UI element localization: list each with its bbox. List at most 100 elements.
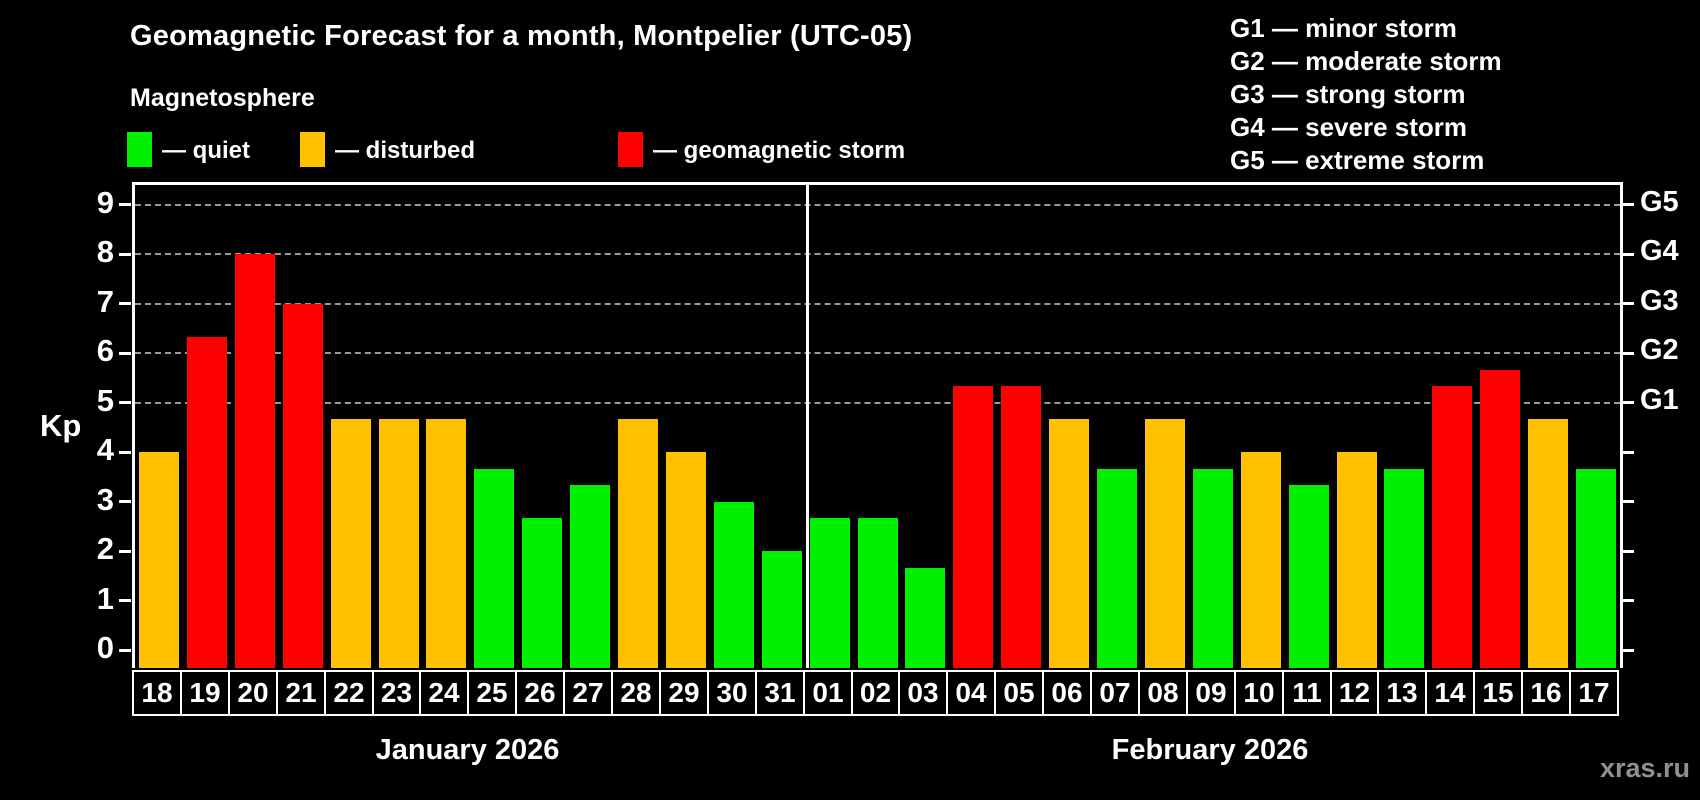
day-label-feb-11: 11 [1282, 670, 1332, 716]
day-label-jan-23: 23 [372, 670, 421, 716]
left-tick-kp-0 [119, 648, 131, 652]
bar-feb-02 [858, 518, 898, 668]
right-tick-kp-7 [1622, 302, 1634, 306]
bar-feb-13 [1384, 468, 1424, 668]
bar-jan-23 [379, 419, 419, 668]
legend-label-quiet: — quiet [162, 137, 250, 164]
legend-label-storm: — geomagnetic storm [653, 137, 906, 164]
right-tick-kp-8 [1622, 252, 1634, 256]
day-label-feb-04: 04 [946, 670, 996, 716]
day-label-feb-03: 03 [898, 670, 948, 716]
bar-jan-24 [426, 419, 466, 668]
day-label-feb-14: 14 [1425, 670, 1475, 716]
day-label-jan-27: 27 [563, 670, 613, 716]
left-tick-kp-3 [119, 500, 131, 504]
month-label-january: January 2026 [375, 734, 560, 766]
y-tick-label-6: 6 [96, 333, 114, 369]
right-tick-kp-1 [1622, 599, 1634, 603]
bar-feb-17 [1576, 468, 1616, 668]
bar-feb-14 [1432, 386, 1472, 668]
left-tick-kp-2 [119, 549, 131, 553]
day-label-jan-21: 21 [276, 670, 326, 716]
bar-jan-26 [522, 518, 562, 668]
y-tick-label-0: 0 [96, 630, 114, 666]
g-level-label-G3: G3 [1640, 284, 1679, 317]
y-tick-label-5: 5 [96, 382, 114, 418]
day-label-jan-20: 20 [228, 670, 278, 716]
right-tick-kp-6 [1622, 351, 1634, 355]
bar-jan-27 [570, 485, 610, 668]
day-label-jan-19: 19 [180, 670, 230, 716]
day-label-feb-10: 10 [1234, 670, 1284, 716]
gridline-kp-5 [135, 401, 1620, 404]
y-tick-label-3: 3 [96, 481, 114, 517]
legend-swatch-disturbed [300, 132, 325, 167]
g-legend-line-4: G4 — severe storm [1230, 112, 1468, 142]
bar-feb-04 [953, 386, 993, 668]
bar-jan-25 [474, 468, 514, 668]
day-label-feb-12: 12 [1330, 670, 1379, 716]
month-label-february: February 2026 [1111, 734, 1309, 766]
y-axis-title: Kp [40, 408, 82, 443]
day-label-feb-02: 02 [851, 670, 900, 716]
left-tick-kp-7 [119, 302, 131, 306]
month-divider-line [806, 185, 809, 668]
right-tick-kp-3 [1622, 500, 1634, 504]
day-label-feb-15: 15 [1473, 670, 1523, 716]
bar-jan-21 [283, 303, 323, 668]
left-tick-kp-5 [119, 401, 131, 405]
day-label-jan-30: 30 [707, 670, 757, 716]
g-level-label-G2: G2 [1640, 334, 1679, 367]
bar-feb-01 [810, 518, 850, 668]
y-tick-label-2: 2 [96, 531, 114, 567]
day-label-jan-29: 29 [659, 670, 709, 716]
bar-feb-10 [1241, 452, 1281, 668]
right-tick-kp-5 [1622, 401, 1634, 405]
g-level-label-G5: G5 [1640, 185, 1679, 218]
y-tick-label-4: 4 [96, 432, 114, 468]
legend-swatch-quiet [127, 132, 152, 167]
left-tick-kp-1 [119, 599, 131, 603]
bar-feb-06 [1049, 419, 1089, 668]
left-tick-kp-6 [119, 351, 131, 355]
day-label-feb-07: 07 [1090, 670, 1140, 716]
g-scale-legend: G1 — minor storm G2 — moderate storm G3 — … [1230, 12, 1502, 177]
bar-jan-18 [139, 452, 179, 668]
day-label-feb-16: 16 [1521, 670, 1571, 716]
y-tick-label-7: 7 [96, 283, 114, 319]
gridline-kp-8 [135, 253, 1620, 256]
g-legend-line-3: G3 — strong storm [1230, 79, 1466, 109]
bar-jan-30 [714, 501, 754, 668]
day-label-jan-24: 24 [419, 670, 469, 716]
bar-jan-28 [618, 419, 658, 668]
bar-feb-15 [1480, 369, 1520, 668]
day-label-feb-05: 05 [994, 670, 1044, 716]
bar-jan-20 [235, 254, 275, 668]
day-label-jan-31: 31 [755, 670, 805, 716]
bar-jan-19 [187, 336, 227, 668]
g-level-label-G4: G4 [1640, 235, 1679, 268]
day-label-jan-18: 18 [132, 670, 182, 716]
y-tick-label-8: 8 [96, 234, 114, 270]
left-tick-kp-4 [119, 450, 131, 454]
bar-jan-31 [762, 551, 802, 668]
bar-jan-29 [666, 452, 706, 668]
bar-feb-16 [1528, 419, 1568, 668]
g-level-label-G1: G1 [1640, 383, 1679, 416]
day-label-jan-25: 25 [467, 670, 517, 716]
day-label-feb-08: 08 [1138, 670, 1188, 716]
bar-feb-03 [905, 567, 945, 668]
day-label-feb-01: 01 [803, 670, 853, 716]
watermark: xras.ru [1599, 753, 1690, 783]
bar-feb-08 [1145, 419, 1185, 668]
plot-area [132, 182, 1623, 668]
gridline-kp-6 [135, 352, 1620, 355]
bar-feb-11 [1289, 485, 1329, 668]
y-tick-label-1: 1 [96, 580, 114, 616]
bar-feb-12 [1337, 452, 1377, 668]
g-legend-line-2: G2 — moderate storm [1230, 46, 1502, 76]
g-legend-line-1: G1 — minor storm [1230, 13, 1457, 43]
left-tick-kp-9 [119, 203, 131, 207]
legend-label-disturbed: — disturbed [335, 137, 476, 164]
